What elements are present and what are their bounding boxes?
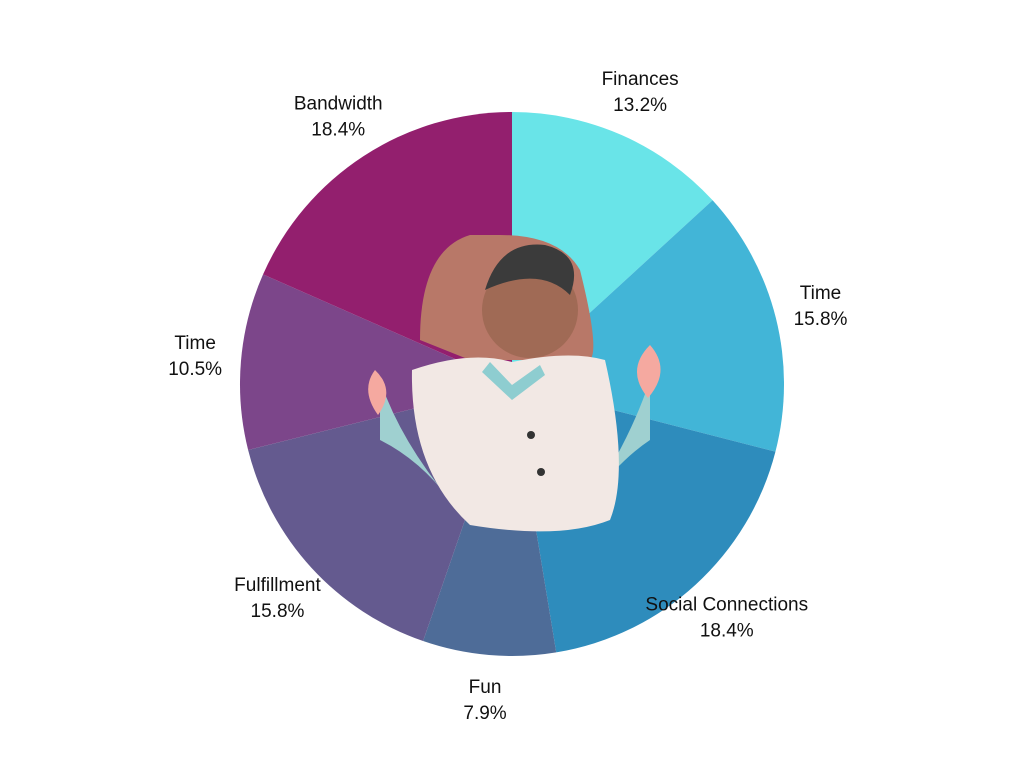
slice-value-label: 13.2% bbox=[613, 95, 667, 116]
flower bbox=[368, 370, 387, 415]
slice-value-label: 7.9% bbox=[463, 703, 506, 724]
button bbox=[537, 468, 545, 476]
slice-value-label: 15.8% bbox=[794, 309, 848, 330]
slice-value-label: 18.4% bbox=[311, 120, 365, 141]
leaf bbox=[590, 380, 650, 500]
collar bbox=[482, 362, 545, 400]
slice-label: Fulfillment bbox=[234, 575, 321, 596]
slice-label: Finances bbox=[602, 69, 679, 90]
slice-label: Bandwidth bbox=[294, 94, 383, 115]
face bbox=[482, 262, 578, 358]
slice-label: Social Connections bbox=[645, 595, 808, 616]
illustration bbox=[368, 235, 661, 532]
slice-value-label: 18.4% bbox=[700, 621, 754, 642]
leaf bbox=[380, 380, 450, 500]
button bbox=[527, 431, 535, 439]
slice-label: Fun bbox=[469, 677, 502, 698]
slice-value-label: 15.8% bbox=[251, 601, 305, 622]
slice-label: Time bbox=[174, 333, 216, 354]
slice-label: Time bbox=[800, 283, 842, 304]
hair bbox=[485, 244, 575, 295]
shirt bbox=[411, 355, 619, 532]
pie-slice bbox=[240, 274, 512, 450]
flower bbox=[636, 345, 661, 398]
slice-value-label: 10.5% bbox=[168, 359, 222, 380]
